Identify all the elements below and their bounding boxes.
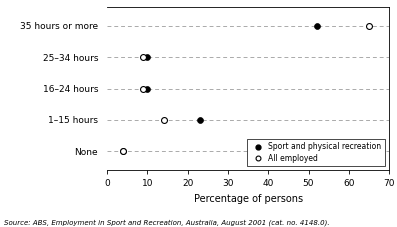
Text: Source: ABS, Employment in Sport and Recreation, Australia, August 2001 (cat. no: Source: ABS, Employment in Sport and Rec… bbox=[4, 219, 330, 226]
Point bbox=[366, 24, 372, 27]
Legend: Sport and physical recreation, All employed: Sport and physical recreation, All emplo… bbox=[247, 138, 385, 166]
Point bbox=[120, 150, 127, 153]
X-axis label: Percentage of persons: Percentage of persons bbox=[194, 194, 303, 204]
Point bbox=[140, 87, 146, 90]
Point bbox=[197, 118, 203, 122]
Point bbox=[140, 55, 146, 59]
Point bbox=[144, 55, 150, 59]
Point bbox=[160, 118, 167, 122]
Point bbox=[313, 24, 320, 27]
Point bbox=[144, 87, 150, 90]
Point bbox=[120, 150, 127, 153]
